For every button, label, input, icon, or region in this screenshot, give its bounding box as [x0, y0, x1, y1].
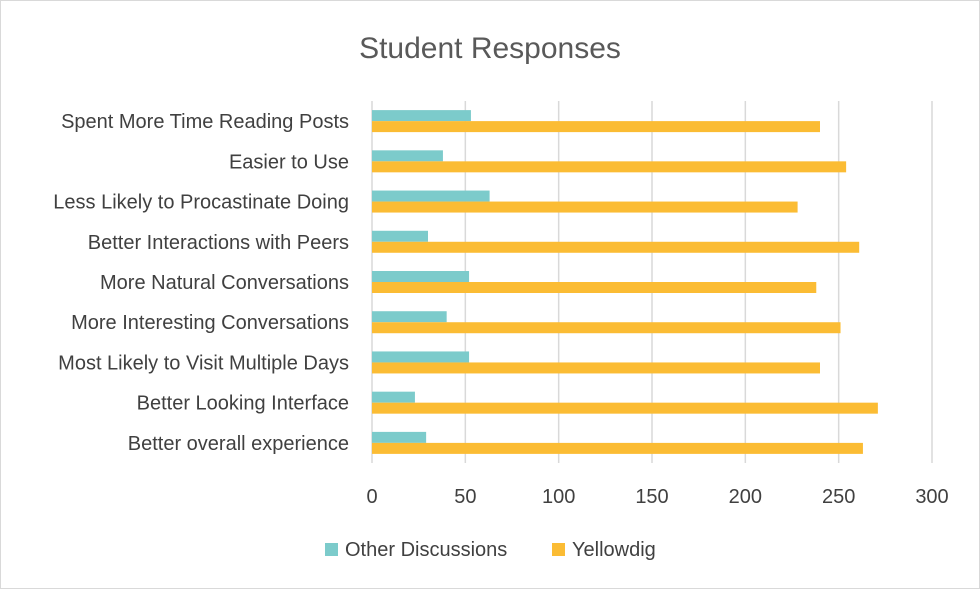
- legend-label: Other Discussions: [345, 539, 507, 561]
- bar-other-discussions: [372, 190, 490, 202]
- x-tick-label: 200: [729, 486, 762, 508]
- category-label: Better Looking Interface: [137, 393, 349, 415]
- x-tick-label: 150: [635, 486, 668, 508]
- category-label: Better overall experience: [128, 433, 349, 455]
- chart-title: Student Responses: [359, 32, 621, 65]
- bar-other-discussions: [372, 431, 427, 443]
- legend: Other Discussions Yellowdig: [325, 539, 656, 561]
- category-label: Less Likely to Procastinate Doing: [53, 192, 349, 214]
- bar-other-discussions: [372, 110, 471, 122]
- bar-other-discussions: [372, 311, 447, 323]
- legend-swatch: [552, 543, 565, 556]
- bar-yellowdig: [372, 201, 798, 213]
- category-label: Better Interactions with Peers: [88, 232, 349, 254]
- bar-yellowdig: [372, 241, 860, 253]
- bars: [372, 110, 878, 454]
- bar-other-discussions: [372, 271, 470, 282]
- bar-yellowdig: [372, 121, 820, 133]
- x-tick-label: 100: [542, 486, 575, 508]
- category-label: Most Likely to Visit Multiple Days: [58, 352, 349, 374]
- legend-swatch: [325, 543, 338, 556]
- bar-yellowdig: [372, 161, 847, 173]
- category-label: More Natural Conversations: [100, 272, 349, 294]
- bar-yellowdig: [372, 282, 817, 293]
- bar-other-discussions: [372, 150, 443, 162]
- category-label: Spent More Time Reading Posts: [61, 111, 349, 133]
- bar-other-discussions: [372, 391, 415, 403]
- bar-yellowdig: [372, 322, 841, 334]
- category-label: Easier to Use: [229, 151, 349, 173]
- x-axis-ticks: 0 50 100 150 200 250 300: [366, 486, 948, 508]
- category-label: More Interesting Conversations: [71, 312, 349, 334]
- bar-yellowdig: [372, 402, 878, 414]
- category-labels: Spent More Time Reading Posts Easier to U…: [53, 111, 349, 455]
- x-tick-label: 0: [366, 486, 377, 508]
- bar-yellowdig: [372, 442, 863, 454]
- bar-other-discussions: [372, 351, 470, 363]
- x-tick-label: 300: [915, 486, 948, 508]
- x-tick-label: 250: [822, 486, 855, 508]
- bar-other-discussions: [372, 230, 428, 242]
- legend-label: Yellowdig: [572, 539, 656, 561]
- x-tick-label: 50: [454, 486, 476, 508]
- bar-yellowdig: [372, 362, 820, 374]
